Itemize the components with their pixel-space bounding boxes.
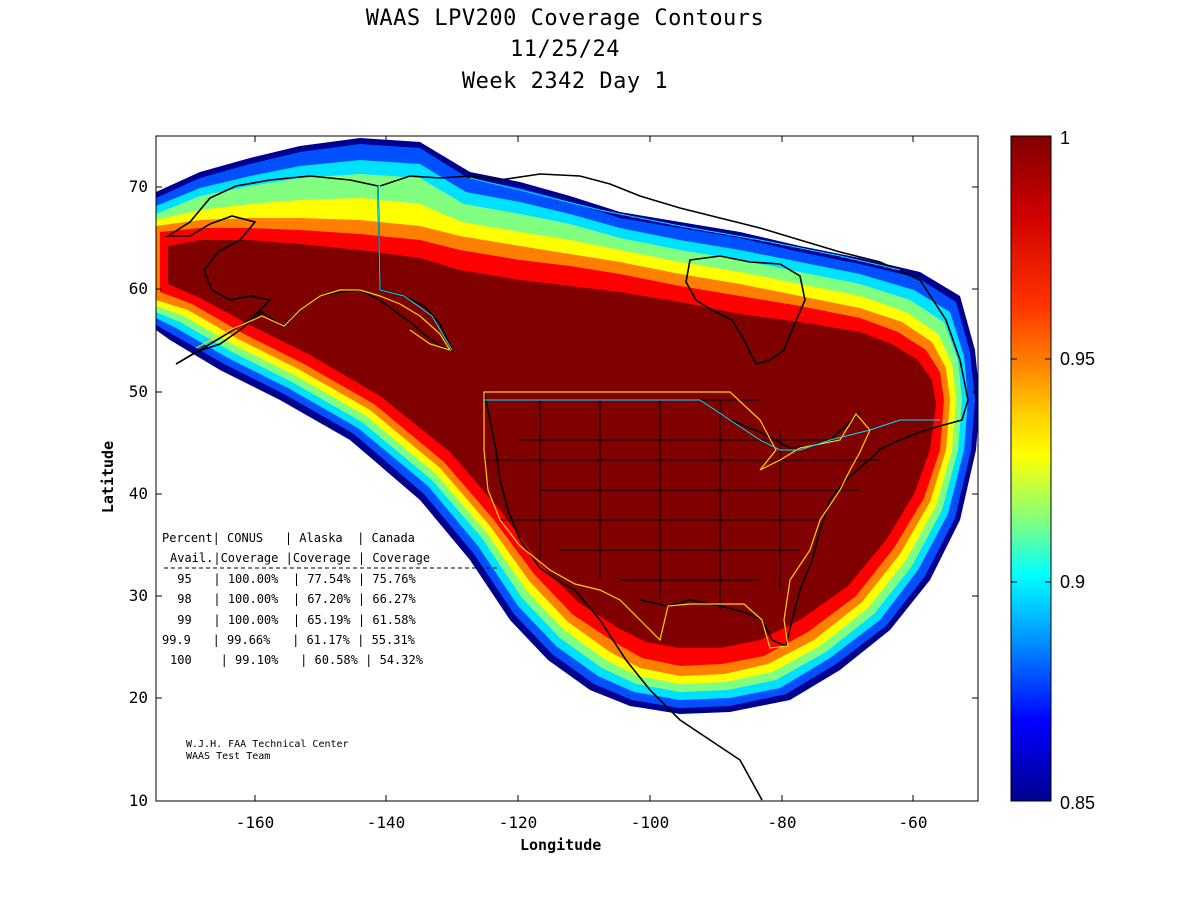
ytick-40: 40: [128, 484, 148, 503]
table-row: 99.9 | 99.66% | 61.17% | 55.31%: [162, 633, 415, 647]
ytick-50: 50: [128, 382, 148, 401]
ytick-10: 10: [128, 791, 148, 810]
xtick-minus-80: -80: [767, 813, 797, 832]
credit-line-1: W.J.H. FAA Technical Center: [186, 739, 349, 750]
colorbar-tick-0-95: 0.95: [1060, 349, 1096, 369]
alaska-boundary-yellow: [195, 289, 452, 352]
y-axis-label: Latitude: [99, 440, 117, 514]
table-header-2: Avail.|Coverage |Coverage | Coverage: [170, 551, 431, 565]
credit-line-2: WAAS Test Team: [186, 751, 271, 762]
table-row: 100 | 99.10% | 60.58% | 54.32%: [170, 653, 423, 667]
table-row: 95 | 100.00% | 77.54% | 75.76%: [177, 572, 416, 586]
canada-arctic-coast: [379, 173, 969, 451]
us-boundary-yellow: [483, 391, 871, 649]
axis-ticks: [156, 136, 978, 801]
mexico-coast: [574, 589, 763, 801]
xtick-minus-160: -160: [235, 813, 275, 832]
table-header-1: Percent| CONUS | Alaska | Canada: [162, 531, 415, 545]
plot-frame: [155, 135, 979, 802]
xtick-minus-140: -140: [366, 813, 406, 832]
colorbar-tick-1: 1: [1060, 128, 1071, 148]
colorbar-tick-0-85: 0.85: [1060, 793, 1096, 813]
ytick-30: 30: [128, 586, 148, 605]
xtick-minus-60: -60: [898, 813, 928, 832]
ytick-20: 20: [128, 688, 148, 707]
colorbar-ticks: [1011, 358, 1051, 583]
title-date: 11/25/24: [510, 37, 620, 62]
table-row: 99 | 100.00% | 65.19% | 61.58%: [177, 613, 416, 627]
contour-1-00: [168, 240, 936, 648]
boundary-lines: [195, 177, 940, 649]
title-line-1: WAAS LPV200 Coverage Contours: [365, 6, 765, 31]
ytick-60: 60: [128, 279, 148, 298]
colorbar-tick-0-9: 0.9: [1060, 572, 1086, 592]
ytick-70: 70: [128, 177, 148, 196]
us-west-coast: [483, 391, 576, 591]
xtick-minus-100: -100: [630, 813, 670, 832]
coverage-contours: [156, 138, 978, 714]
canada-boundary-cyan: [377, 177, 940, 451]
colorbar: [1010, 135, 1052, 802]
x-axis-label: Longitude: [520, 836, 602, 854]
title-week-day: Week 2342 Day 1: [461, 69, 669, 94]
hudson-bay: [685, 255, 806, 365]
table-row: 98 | 100.00% | 67.20% | 66.27%: [177, 592, 416, 606]
xtick-minus-120: -120: [498, 813, 538, 832]
